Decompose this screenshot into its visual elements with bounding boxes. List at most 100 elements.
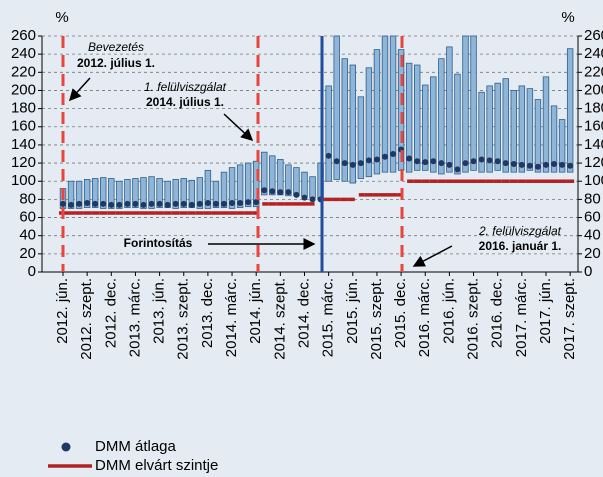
range-bar <box>422 84 429 171</box>
range-bar <box>542 76 550 173</box>
average-dot <box>518 161 525 168</box>
x-tick-label: 2016. jún. <box>440 278 457 344</box>
x-tick-label: 2015. márc. <box>320 278 337 357</box>
y-tick-label: 260 <box>11 27 36 44</box>
range-bar <box>132 178 139 208</box>
average-dot <box>543 161 549 168</box>
range-bar <box>486 85 493 173</box>
legend-label: DMM elvárt szintje <box>95 457 218 474</box>
annotation: Forintosítás <box>124 236 193 250</box>
average-dot <box>390 151 397 157</box>
y2-tick-label: 240 <box>584 45 603 62</box>
range-bar <box>293 167 300 197</box>
x-tick-label: 2015. jún. <box>344 278 361 344</box>
range-bar <box>470 35 477 171</box>
range-bar <box>558 119 566 173</box>
annotation: Bevezetés <box>88 40 144 54</box>
range-bar <box>92 178 99 208</box>
range-bar <box>236 164 244 208</box>
y-tick-label: 140 <box>11 136 36 153</box>
y2-tick-label: 200 <box>584 81 603 98</box>
annotation: 2014. július 1. <box>146 95 224 109</box>
y2-tick-label: 140 <box>584 136 603 153</box>
y-tick-label: 20 <box>19 245 36 262</box>
average-dot <box>221 200 227 207</box>
average-dot <box>309 196 316 203</box>
range-bar <box>67 180 75 209</box>
x-tick-label: 2016. márc. <box>416 278 433 357</box>
range-bar <box>325 85 332 182</box>
average-dot <box>486 157 493 164</box>
average-dot <box>373 156 380 163</box>
range-bar <box>75 180 83 209</box>
range-bar <box>550 105 558 173</box>
average-dot <box>478 156 485 163</box>
average-dot <box>551 160 558 167</box>
y2-tick-label: 40 <box>584 227 601 244</box>
y-tick-label: 100 <box>11 172 36 189</box>
average-dot <box>365 157 372 164</box>
average-dot <box>76 200 83 207</box>
x-tick-label: 2013. szept. <box>175 278 192 360</box>
average-dot <box>132 200 139 207</box>
range-bar <box>381 35 389 173</box>
y2-tick-label: 120 <box>584 154 603 171</box>
average-dot <box>301 194 308 201</box>
range-bar <box>220 171 228 208</box>
range-bar <box>204 169 212 209</box>
y-tick-label: 60 <box>19 209 36 226</box>
range-bar <box>430 76 437 173</box>
range-bar <box>180 178 187 208</box>
x-tick-label: 2013. dec. <box>199 278 216 348</box>
range-bar <box>349 64 356 184</box>
average-dot <box>108 201 115 208</box>
average-dot <box>349 161 356 168</box>
average-dot <box>559 161 566 168</box>
y2-tick-label: 180 <box>584 100 603 117</box>
average-dot <box>229 200 236 207</box>
x-tick-label: 2015. dec. <box>392 278 409 348</box>
range-bar <box>438 58 445 175</box>
range-bar <box>309 176 316 198</box>
range-bar <box>494 82 501 171</box>
range-bar <box>301 171 308 198</box>
average-dot <box>188 201 195 208</box>
range-bar <box>228 167 236 209</box>
range-bar <box>252 160 260 208</box>
x-tick-label: 2014. jún. <box>247 278 264 344</box>
annotation: 2016. január 1. <box>479 239 562 253</box>
range-bar <box>518 85 526 173</box>
range-bar <box>285 164 292 197</box>
range-bar <box>261 151 268 196</box>
range-bar <box>510 90 517 173</box>
annotation: 1. felülviszgálat <box>144 80 227 94</box>
range-bar <box>148 176 155 209</box>
y-unit: % <box>55 9 68 26</box>
average-dot <box>534 163 541 170</box>
average-dot <box>422 159 429 166</box>
range-bar <box>534 99 542 173</box>
range-bar <box>446 46 453 173</box>
average-dot <box>140 201 147 208</box>
y2-tick-label: 60 <box>584 209 601 226</box>
y2-tick-label: 160 <box>584 118 603 135</box>
average-dot <box>116 201 123 208</box>
range-bar <box>140 177 147 209</box>
y2-tick-label: 260 <box>584 27 603 44</box>
range-bar <box>244 162 252 208</box>
y-tick-label: 40 <box>19 227 36 244</box>
average-dot <box>204 200 211 207</box>
average-dot <box>172 200 179 207</box>
average-dot <box>84 200 91 207</box>
average-dot <box>68 201 75 208</box>
x-tick-label: 2016. dec. <box>489 278 506 348</box>
y-tick-label: 240 <box>11 45 36 62</box>
x-tick-label: 2012. jún. <box>54 278 71 344</box>
range-bar <box>389 35 397 173</box>
average-dot <box>277 189 284 196</box>
range-bar <box>108 178 115 209</box>
x-tick-label: 2015. szept. <box>368 278 385 360</box>
range-bar <box>196 177 204 209</box>
arrow <box>68 77 91 102</box>
average-dot <box>406 155 413 162</box>
